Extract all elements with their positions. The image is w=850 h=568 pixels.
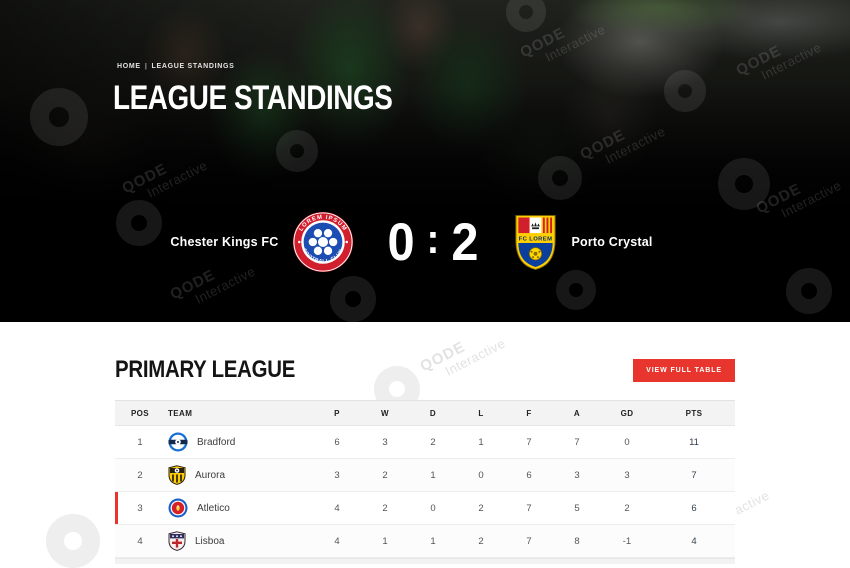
breadcrumb-home-link[interactable]: HOME bbox=[117, 63, 141, 70]
col-header-d: D bbox=[429, 408, 437, 418]
table-row-bradford[interactable]: 1 Bradford 6 3 2 1 7 7 0 11 bbox=[115, 426, 735, 459]
w-cell: 1 bbox=[382, 535, 388, 547]
a-cell: 7 bbox=[574, 436, 580, 448]
col-header-f: F bbox=[526, 408, 532, 418]
watermark-logo bbox=[46, 514, 100, 568]
match-scoreboard: Chester Kings FC LOREM IPSUM FOOTBALL CL… bbox=[0, 208, 850, 276]
pts-cell: 4 bbox=[691, 535, 697, 547]
score-separator: : bbox=[426, 215, 439, 262]
team-name: Lisboa bbox=[195, 535, 225, 547]
section-head: PRIMARY LEAGUE VIEW FULL TABLE bbox=[0, 322, 850, 384]
a-cell: 5 bbox=[574, 502, 580, 514]
table-bottom-strip bbox=[115, 558, 735, 564]
d-cell: 1 bbox=[430, 535, 436, 547]
col-header-pts: PTS bbox=[685, 408, 703, 418]
col-header-gd: GD bbox=[620, 408, 634, 418]
watermark-logo bbox=[330, 276, 376, 322]
table-row-aurora[interactable]: 2 Aurora 3 2 1 0 6 3 3 7 bbox=[115, 459, 735, 492]
home-team-badge-icon: LOREM IPSUM FOOTBALL CLUB bbox=[292, 211, 353, 273]
svg-text:FC LOREM: FC LOREM bbox=[518, 237, 552, 243]
p-cell: 3 bbox=[334, 469, 340, 481]
team-cell: Bradford bbox=[165, 432, 313, 452]
w-cell: 2 bbox=[382, 469, 388, 481]
team-cell: Lisboa bbox=[165, 531, 313, 551]
away-team-name: Porto Crystal bbox=[571, 235, 653, 249]
pos-cell: 4 bbox=[137, 535, 143, 547]
team-cell: Aurora bbox=[165, 465, 313, 485]
f-cell: 7 bbox=[526, 535, 532, 547]
lisboa-logo-icon bbox=[168, 531, 186, 551]
a-cell: 3 bbox=[574, 469, 580, 481]
team-name: Atletico bbox=[197, 502, 230, 514]
col-header-p: P bbox=[334, 408, 340, 418]
col-header-team: TEAM bbox=[168, 408, 193, 418]
pos-cell: 2 bbox=[137, 469, 143, 481]
gd-cell: 0 bbox=[624, 436, 630, 448]
col-header-pos: POS bbox=[130, 408, 150, 418]
gd-cell: 2 bbox=[624, 502, 630, 514]
l-cell: 0 bbox=[478, 469, 484, 481]
p-cell: 4 bbox=[334, 535, 340, 547]
pts-cell: 6 bbox=[691, 502, 697, 514]
atletico-logo-icon bbox=[168, 498, 188, 518]
view-full-table-button[interactable]: VIEW FULL TABLE bbox=[633, 358, 735, 382]
w-cell: 3 bbox=[382, 436, 388, 448]
f-cell: 7 bbox=[526, 436, 532, 448]
away-team-badge-icon: FC LOREM bbox=[514, 215, 556, 270]
bradford-logo-icon bbox=[168, 432, 188, 452]
aurora-logo-icon bbox=[168, 465, 186, 485]
table-row-lisboa[interactable]: 4 Lisboa 4 1 1 2 7 8 -1 4 bbox=[115, 525, 735, 558]
photo-dark-overlay bbox=[0, 0, 850, 235]
col-header-a: A bbox=[573, 408, 581, 418]
breadcrumb-separator: | bbox=[144, 63, 148, 70]
d-cell: 2 bbox=[430, 436, 436, 448]
d-cell: 0 bbox=[430, 502, 436, 514]
pts-cell: 7 bbox=[691, 469, 697, 481]
match-score: 0 : 2 bbox=[372, 212, 493, 273]
gd-cell: 3 bbox=[624, 469, 630, 481]
table-header-row: POS TEAM P W D L F A GD PTS bbox=[115, 400, 735, 426]
team-cell: Atletico bbox=[165, 498, 313, 518]
f-cell: 7 bbox=[526, 502, 532, 514]
section-title: PRIMARY LEAGUE bbox=[115, 356, 296, 383]
home-score: 0 bbox=[386, 212, 415, 272]
p-cell: 6 bbox=[334, 436, 340, 448]
breadcrumb: HOME | LEAGUE STANDINGS bbox=[117, 63, 235, 70]
a-cell: 8 bbox=[574, 535, 580, 547]
away-score: 2 bbox=[450, 212, 479, 272]
table-row-atletico[interactable]: 3 Atletico 4 2 0 2 7 5 2 6 bbox=[115, 492, 735, 525]
col-header-l: L bbox=[478, 408, 484, 418]
team-name: Aurora bbox=[195, 469, 226, 481]
pos-cell: 1 bbox=[137, 436, 143, 448]
d-cell: 1 bbox=[430, 469, 436, 481]
l-cell: 2 bbox=[478, 502, 484, 514]
p-cell: 4 bbox=[334, 502, 340, 514]
standings-table: POS TEAM P W D L F A GD PTS 1 Bradfo bbox=[115, 400, 735, 564]
pos-cell: 3 bbox=[137, 502, 143, 514]
f-cell: 6 bbox=[526, 469, 532, 481]
l-cell: 2 bbox=[478, 535, 484, 547]
pts-cell: 11 bbox=[689, 436, 699, 448]
watermark-logo bbox=[556, 270, 596, 310]
breadcrumb-current: LEAGUE STANDINGS bbox=[151, 63, 235, 70]
gd-cell: -1 bbox=[622, 535, 632, 547]
page-title: LEAGUE STANDINGS bbox=[113, 79, 393, 117]
team-name: Bradford bbox=[197, 436, 236, 448]
w-cell: 2 bbox=[382, 502, 388, 514]
l-cell: 1 bbox=[478, 436, 484, 448]
col-header-w: W bbox=[381, 408, 389, 418]
home-team-name: Chester Kings FC bbox=[170, 235, 279, 249]
